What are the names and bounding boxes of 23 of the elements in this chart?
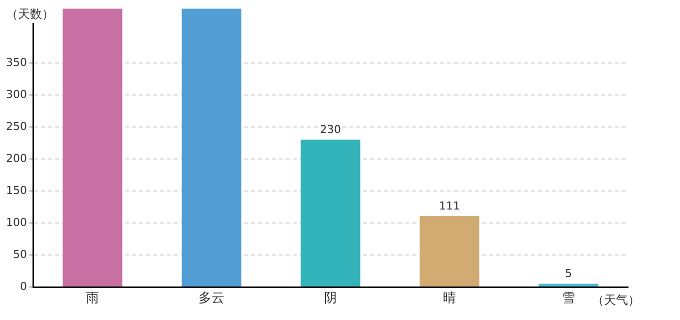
data-label: 230 [320, 123, 341, 136]
y-tick-label: 250 [6, 120, 27, 133]
bar [62, 8, 122, 286]
x-tick-label: 阴 [324, 291, 337, 306]
y-tick-label: 0 [20, 280, 27, 293]
bar [538, 284, 598, 286]
y-tick-label: 350 [6, 56, 27, 69]
bar [300, 140, 360, 286]
data-label: 111 [439, 199, 460, 212]
x-tick-label: 雪 [562, 291, 575, 306]
y-tick-label: 150 [6, 184, 27, 197]
y-tick-label: 300 [6, 88, 27, 101]
x-axis-title: （天气） [592, 292, 640, 309]
x-tick-label: 多云 [198, 291, 224, 306]
y-tick-label: 50 [13, 248, 27, 261]
y-tick-label: 100 [6, 216, 27, 229]
x-tick-label: 雨 [86, 291, 99, 306]
data-label: 5 [565, 267, 572, 280]
x-tick-label: 晴 [443, 291, 456, 306]
bar [420, 216, 480, 286]
y-tick-label: 200 [6, 152, 27, 165]
y-axis-title: （天数） [4, 6, 56, 23]
bar [182, 8, 242, 286]
